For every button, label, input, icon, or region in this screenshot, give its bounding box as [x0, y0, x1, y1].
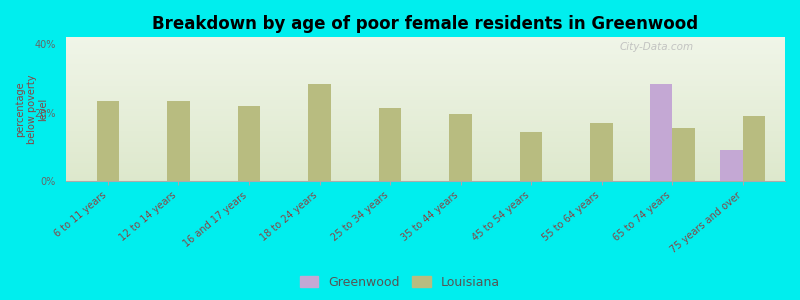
Bar: [66, 127, 785, 129]
Bar: [66, 73, 785, 75]
Bar: [66, 129, 785, 131]
Bar: [66, 158, 785, 160]
Bar: [66, 133, 785, 134]
Bar: [66, 64, 785, 66]
Bar: [66, 115, 785, 116]
Bar: [720, 150, 742, 181]
Bar: [66, 113, 785, 115]
Bar: [66, 124, 785, 125]
Bar: [66, 52, 785, 53]
Bar: [66, 122, 785, 124]
Bar: [66, 43, 785, 44]
Bar: [167, 101, 190, 181]
Bar: [66, 151, 785, 152]
Bar: [66, 66, 785, 68]
Bar: [66, 111, 785, 113]
Bar: [66, 143, 785, 145]
Bar: [66, 149, 785, 151]
Bar: [66, 62, 785, 64]
Bar: [66, 39, 785, 41]
Bar: [66, 147, 785, 149]
Bar: [66, 98, 785, 100]
Bar: [66, 145, 785, 147]
Bar: [66, 161, 785, 163]
Bar: [66, 140, 785, 142]
Bar: [97, 101, 119, 181]
Bar: [66, 82, 785, 84]
Bar: [66, 167, 785, 169]
Bar: [66, 44, 785, 46]
Bar: [66, 170, 785, 172]
Bar: [66, 59, 785, 61]
Bar: [66, 37, 785, 39]
Bar: [590, 123, 613, 181]
Bar: [66, 176, 785, 178]
Bar: [66, 106, 785, 107]
Bar: [66, 50, 785, 52]
Bar: [66, 100, 785, 102]
Bar: [672, 128, 694, 181]
Bar: [66, 154, 785, 156]
Bar: [66, 163, 785, 165]
Bar: [742, 116, 766, 181]
Bar: [378, 108, 402, 181]
Bar: [66, 41, 785, 43]
Bar: [66, 68, 785, 70]
Bar: [66, 102, 785, 104]
Bar: [66, 77, 785, 79]
Bar: [66, 53, 785, 55]
Bar: [66, 178, 785, 179]
Bar: [66, 152, 785, 154]
Bar: [66, 61, 785, 62]
Bar: [66, 125, 785, 127]
Legend: Greenwood, Louisiana: Greenwood, Louisiana: [294, 271, 506, 294]
Bar: [66, 156, 785, 158]
Bar: [66, 107, 785, 109]
Bar: [66, 116, 785, 118]
Bar: [66, 165, 785, 167]
Bar: [238, 106, 260, 181]
Bar: [66, 104, 785, 106]
Bar: [66, 79, 785, 80]
Bar: [66, 91, 785, 93]
Bar: [66, 93, 785, 95]
Text: City-Data.com: City-Data.com: [619, 42, 694, 52]
Bar: [66, 57, 785, 59]
Bar: [66, 70, 785, 71]
Bar: [308, 84, 330, 181]
Bar: [66, 86, 785, 88]
Bar: [66, 138, 785, 140]
Title: Breakdown by age of poor female residents in Greenwood: Breakdown by age of poor female resident…: [152, 15, 698, 33]
Bar: [66, 84, 785, 86]
Bar: [66, 136, 785, 138]
Bar: [66, 75, 785, 77]
Bar: [66, 174, 785, 176]
Bar: [66, 172, 785, 174]
Bar: [66, 95, 785, 97]
Bar: [650, 84, 672, 181]
Bar: [66, 55, 785, 57]
Bar: [66, 89, 785, 91]
Bar: [66, 109, 785, 111]
Bar: [66, 134, 785, 136]
Bar: [66, 71, 785, 73]
Bar: [66, 48, 785, 50]
Bar: [66, 160, 785, 161]
Bar: [66, 97, 785, 98]
Bar: [66, 142, 785, 143]
Bar: [66, 179, 785, 181]
Y-axis label: percentage
below poverty
level: percentage below poverty level: [15, 74, 48, 144]
Bar: [66, 88, 785, 89]
Bar: [66, 169, 785, 170]
Bar: [520, 132, 542, 181]
Bar: [66, 80, 785, 82]
Bar: [66, 131, 785, 133]
Bar: [66, 120, 785, 122]
Bar: [450, 114, 472, 181]
Bar: [66, 46, 785, 48]
Bar: [66, 118, 785, 120]
